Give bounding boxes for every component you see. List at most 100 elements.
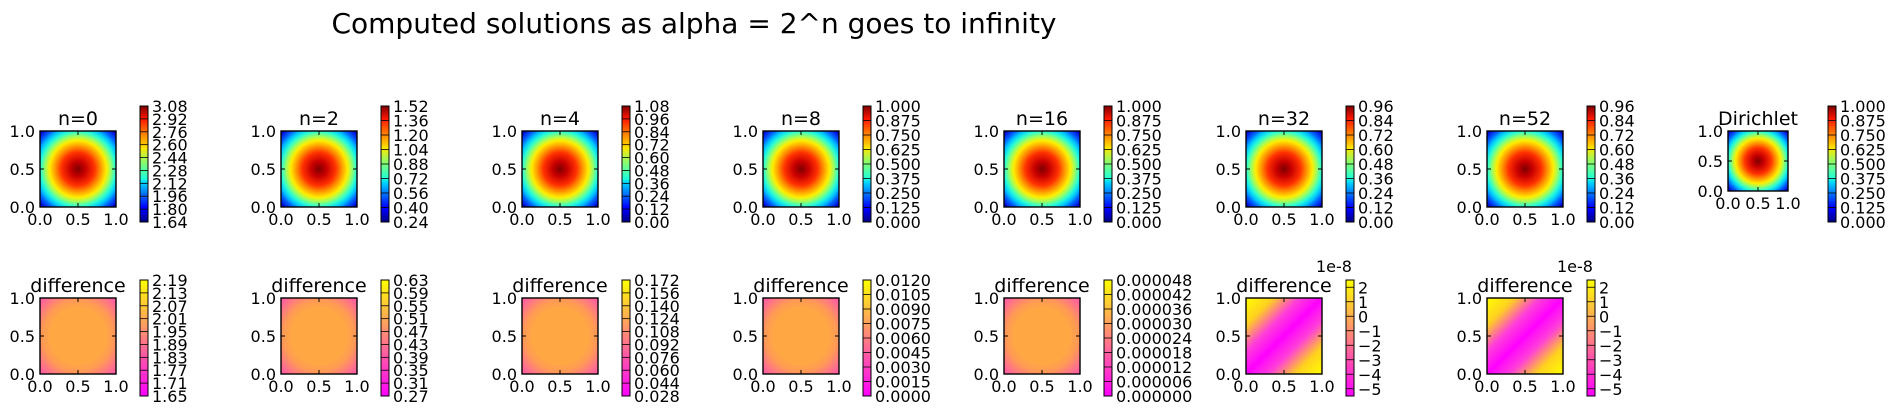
colorbar-multiplier: 1e-8	[1557, 257, 1593, 276]
x-tick-label: 1.0	[1067, 377, 1092, 396]
panel-title: difference	[753, 275, 848, 297]
panel-title: n=32	[1258, 108, 1310, 130]
colorbar	[1587, 280, 1595, 396]
colorbar-tick-label: 0.875	[1840, 112, 1886, 131]
panel-title: n=0	[58, 108, 98, 130]
y-tick-label: 0.5	[733, 327, 758, 346]
x-tick-label: 1.0	[1309, 377, 1334, 396]
panel-title: n=16	[1016, 108, 1068, 130]
x-tick-label: 1.0	[585, 377, 610, 396]
colorbar-tick-label: 0.47	[393, 323, 429, 342]
colorbar-tick-label: −2	[1599, 336, 1623, 355]
x-tick-label: 1.0	[826, 210, 851, 229]
y-tick-label: 1.0	[1457, 122, 1482, 141]
y-tick-label: 0.0	[733, 365, 758, 384]
colorbar-tick-label: 0.0015	[875, 373, 931, 392]
colorbar-tick-label: 0.044	[634, 374, 680, 393]
colorbar-tick-label: 1.000	[1840, 97, 1886, 116]
colorbar-tick-label: 0.36	[634, 174, 670, 193]
colorbar	[622, 280, 630, 396]
colorbar-tick-label: 1.77	[152, 361, 188, 380]
heatmap-image	[1004, 131, 1080, 207]
colorbar-tick-label: 0.0090	[875, 300, 931, 319]
y-tick-label: 0.0	[974, 365, 999, 384]
colorbar-tick-label: 0.375	[1116, 170, 1162, 189]
colorbar-tick-label: −4	[1358, 365, 1382, 384]
colorbar-tick-label: 0.000000	[1116, 387, 1192, 406]
colorbar-tick-label: 1	[1358, 293, 1368, 312]
colorbar-tick-label: 3.08	[152, 97, 188, 116]
colorbar-tick-label: 1.96	[152, 187, 188, 206]
colorbar-tick-label: 1.71	[152, 374, 188, 393]
x-tick-label: 1.0	[1309, 210, 1334, 229]
y-tick-label: 1.0	[1216, 289, 1241, 308]
colorbar-tick-label: 2.12	[152, 174, 188, 193]
colorbar-tick-label: 0.000012	[1116, 358, 1192, 377]
colorbar-tick-label: 0.96	[1599, 97, 1635, 116]
colorbar-tick-label: 0.48	[1358, 155, 1394, 174]
y-tick-label: 0.0	[251, 365, 276, 384]
colorbar-tick-label: −1	[1358, 322, 1382, 341]
y-tick-label: 1.0	[733, 122, 758, 141]
colorbar	[381, 280, 389, 396]
y-tick-label: 1.0	[974, 122, 999, 141]
colorbar-tick-label: −2	[1358, 336, 1382, 355]
colorbar-tick-label: 0.625	[1840, 141, 1886, 160]
y-tick-label: 1.0	[974, 289, 999, 308]
y-tick-label: 0.0	[1457, 365, 1482, 384]
colorbar-tick-label: 0.092	[634, 335, 680, 354]
x-tick-label: 0.0	[1474, 377, 1499, 396]
colorbar-tick-label: 0.0045	[875, 344, 931, 363]
colorbar-tick-label: −5	[1599, 380, 1623, 399]
colorbar-tick-label: 0.375	[875, 170, 921, 189]
x-tick-label: 0.5	[1029, 377, 1054, 396]
colorbar-tick-label: 0.59	[393, 284, 429, 303]
colorbar-tick-label: 0.84	[634, 123, 670, 142]
panel-title: difference	[512, 275, 607, 297]
colorbar-tick-label: 1.000	[875, 97, 921, 116]
heatmap-image	[1246, 298, 1322, 374]
colorbar-tick-label: 0.750	[1116, 126, 1162, 145]
x-tick-label: 1.0	[1067, 210, 1092, 229]
colorbar-tick-label: 0.250	[1116, 184, 1162, 203]
x-tick-label: 0.5	[1512, 210, 1537, 229]
colorbar-tick-label: 0.060	[634, 361, 680, 380]
colorbar-tick-label: 0.63	[393, 271, 429, 290]
y-tick-label: 0.5	[1457, 327, 1482, 346]
colorbar-tick-label: 0.88	[393, 155, 429, 174]
colorbar-tick-label: 0.500	[1116, 155, 1162, 174]
x-tick-label: 0.0	[1474, 210, 1499, 229]
panel-8: difference 0.0 0.5 1.0 0.0 0.5 1.0 1.651.711.77…	[10, 271, 188, 406]
colorbar-tick-label: 0.500	[1840, 155, 1886, 174]
x-tick-label: 0.0	[1233, 377, 1258, 396]
colorbar-tick-label: 1.04	[393, 141, 429, 160]
colorbar-tick-label: 0.00	[634, 213, 670, 232]
panel-title: n=8	[781, 108, 821, 130]
colorbar-tick-label: 2.76	[152, 123, 188, 142]
x-tick-label: 1.0	[344, 210, 369, 229]
heatmap-image	[281, 298, 357, 374]
colorbar-tick-label: 0.125	[875, 199, 921, 218]
colorbar-tick-label: 0.24	[1599, 184, 1635, 203]
x-tick-label: 0.0	[1715, 194, 1740, 213]
y-tick-label: 0.5	[1216, 327, 1241, 346]
panel-title: difference	[1477, 275, 1572, 297]
colorbar-tick-label: 0.124	[634, 310, 680, 329]
colorbar-tick-label: 0.000024	[1116, 329, 1192, 348]
colorbar-tick-label: 2.19	[152, 271, 188, 290]
colorbar-tick-label: 0.140	[634, 297, 680, 316]
colorbar-tick-label: 0.31	[393, 374, 429, 393]
panel-7: Dirichlet 0.0 0.5 1.0 0.0 0.5 1.0 0.0000.1250.2…	[1698, 97, 1886, 232]
colorbar-tick-label: 2	[1599, 278, 1609, 297]
colorbar-tick-label: 1.95	[152, 323, 188, 342]
x-tick-label: 0.0	[750, 210, 775, 229]
x-tick-label: 1.0	[1775, 194, 1800, 213]
colorbar-tick-label: −5	[1358, 380, 1382, 399]
y-tick-label: 0.5	[974, 160, 999, 179]
colorbar-tick-label: 0.72	[393, 170, 429, 189]
colorbar-tick-label: 0.0060	[875, 329, 931, 348]
colorbar-tick-label: 0	[1358, 307, 1368, 326]
y-tick-label: 1.0	[492, 289, 517, 308]
colorbar-frame	[1586, 279, 1596, 397]
y-tick-label: 1.0	[733, 289, 758, 308]
